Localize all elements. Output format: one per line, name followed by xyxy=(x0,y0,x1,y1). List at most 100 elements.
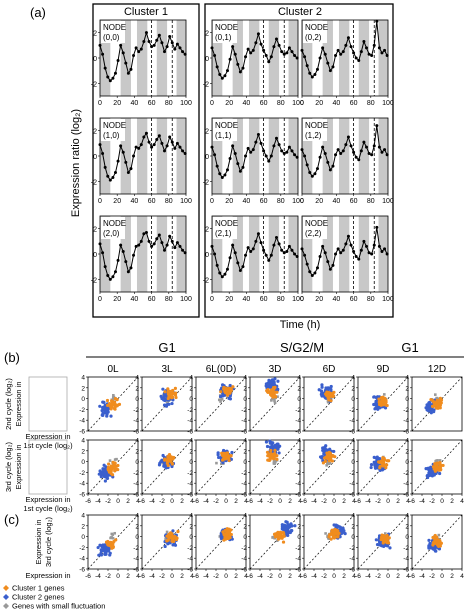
y-tick-label: 0 xyxy=(135,396,139,403)
data-point xyxy=(233,52,237,56)
dark-period xyxy=(358,216,370,292)
node-label: (2,1) xyxy=(215,229,232,238)
x-tick-label: 0 xyxy=(440,573,444,580)
data-point xyxy=(295,56,299,60)
x-tick-label: 0 xyxy=(332,498,336,505)
point-cluster-1 xyxy=(174,395,178,400)
series-line xyxy=(301,227,388,277)
y-tick-label: 2 xyxy=(405,385,409,392)
node-label: (0,1) xyxy=(215,33,232,42)
data-point xyxy=(282,251,286,255)
data-point xyxy=(238,169,242,173)
dark-period xyxy=(100,20,111,96)
x-tick-label: 80 xyxy=(277,296,285,303)
point-cluster-1 xyxy=(278,534,282,538)
node-label: (1,1) xyxy=(215,131,232,140)
y-tick-label: -2 xyxy=(91,81,97,88)
data-point xyxy=(359,50,363,54)
y-tick-label: -2 xyxy=(295,470,301,477)
data-point xyxy=(108,178,112,182)
data-point xyxy=(213,153,217,157)
data-point xyxy=(139,47,143,51)
point-cluster-2 xyxy=(230,450,234,455)
x-tick-label: -2 xyxy=(105,573,111,580)
data-point xyxy=(308,270,312,274)
data-point xyxy=(305,64,309,68)
data-point xyxy=(370,252,374,256)
data-point xyxy=(254,41,258,45)
column-label: 6D xyxy=(323,364,336,375)
point-cluster-1 xyxy=(275,457,279,461)
data-point xyxy=(303,253,307,257)
x-tick-label: 60 xyxy=(260,198,268,205)
data-point xyxy=(285,51,289,55)
data-point xyxy=(262,149,266,153)
y-tick-label: -6 xyxy=(349,429,355,436)
dark-period xyxy=(338,118,350,194)
y-tick-label: -2 xyxy=(349,407,355,414)
data-point xyxy=(259,141,263,145)
point-cluster-1 xyxy=(166,463,170,468)
data-point xyxy=(251,247,255,251)
scatter-panel: 4 2 0 -2 -4 -6 xyxy=(241,375,301,436)
data-point xyxy=(139,143,143,147)
data-point xyxy=(365,46,368,50)
data-point xyxy=(251,48,255,52)
data-point xyxy=(249,51,253,55)
y-tick-label: 2 xyxy=(297,385,301,392)
point-cluster-1 xyxy=(222,455,226,459)
diagonal-line xyxy=(195,439,247,495)
data-point xyxy=(210,244,214,248)
point-cluster-1 xyxy=(226,528,230,532)
dark-period xyxy=(232,20,243,96)
x-tick-label: -6 xyxy=(247,498,253,505)
point-cluster-2 xyxy=(324,448,328,452)
point-cluster-1 xyxy=(378,466,382,470)
point-small-fluctuation xyxy=(270,397,274,401)
data-point xyxy=(106,274,110,278)
x-tick-label: -6 xyxy=(409,573,415,580)
y-tick-label: 4 xyxy=(135,438,139,445)
x-tick-label: 0 xyxy=(386,573,390,580)
y-tick-label: 0 xyxy=(93,56,97,63)
node-panel: NODE(1,2) 0 20 40 60 80 100 xyxy=(300,117,394,205)
y-tick-label: 0 xyxy=(351,459,355,466)
data-point xyxy=(124,260,128,264)
data-point xyxy=(370,153,374,157)
x-tick-label: -2 xyxy=(213,498,219,505)
data-point xyxy=(175,42,179,46)
data-point xyxy=(352,51,356,55)
point-cluster-2 xyxy=(100,544,104,548)
y-tick-label: -6 xyxy=(403,567,409,574)
data-point xyxy=(326,160,330,164)
x-tick-label: 2 xyxy=(234,498,238,505)
point-small-fluctuation xyxy=(272,462,276,465)
point-cluster-2 xyxy=(269,441,274,445)
point-cluster-2 xyxy=(98,404,102,408)
y-tick-label: 0 xyxy=(297,534,301,541)
point-small-fluctuation xyxy=(273,460,277,464)
node-panel: NODE(0,2) 0 20 40 60 80 100 xyxy=(300,19,394,107)
y-tick-label: -6 xyxy=(295,492,301,499)
data-point xyxy=(372,144,376,148)
x-tick-label: 2 xyxy=(450,573,454,580)
point-cluster-2 xyxy=(282,523,287,527)
y-tick-label: 4 xyxy=(297,513,301,520)
data-point xyxy=(259,42,263,46)
point-cluster-1 xyxy=(113,396,117,401)
x-tick-label: 0 xyxy=(440,498,444,505)
data-point xyxy=(139,239,143,243)
y-tick-label: -2 xyxy=(203,277,209,284)
data-point xyxy=(121,51,125,55)
point-cluster-1 xyxy=(173,386,177,390)
y-tick-label: -4 xyxy=(79,481,85,488)
y-tick-label: 2 xyxy=(93,129,97,136)
y-tick-label: 2 xyxy=(205,227,209,234)
point-cluster-2 xyxy=(378,456,382,461)
data-point xyxy=(336,148,340,152)
row-label-box xyxy=(28,439,68,495)
column-label: 3L xyxy=(161,364,173,375)
point-cluster-2 xyxy=(97,553,101,557)
data-point xyxy=(220,275,224,279)
scatter-panel: 420-2-4-6-6 -4 -2 0 2 4 xyxy=(187,438,248,506)
